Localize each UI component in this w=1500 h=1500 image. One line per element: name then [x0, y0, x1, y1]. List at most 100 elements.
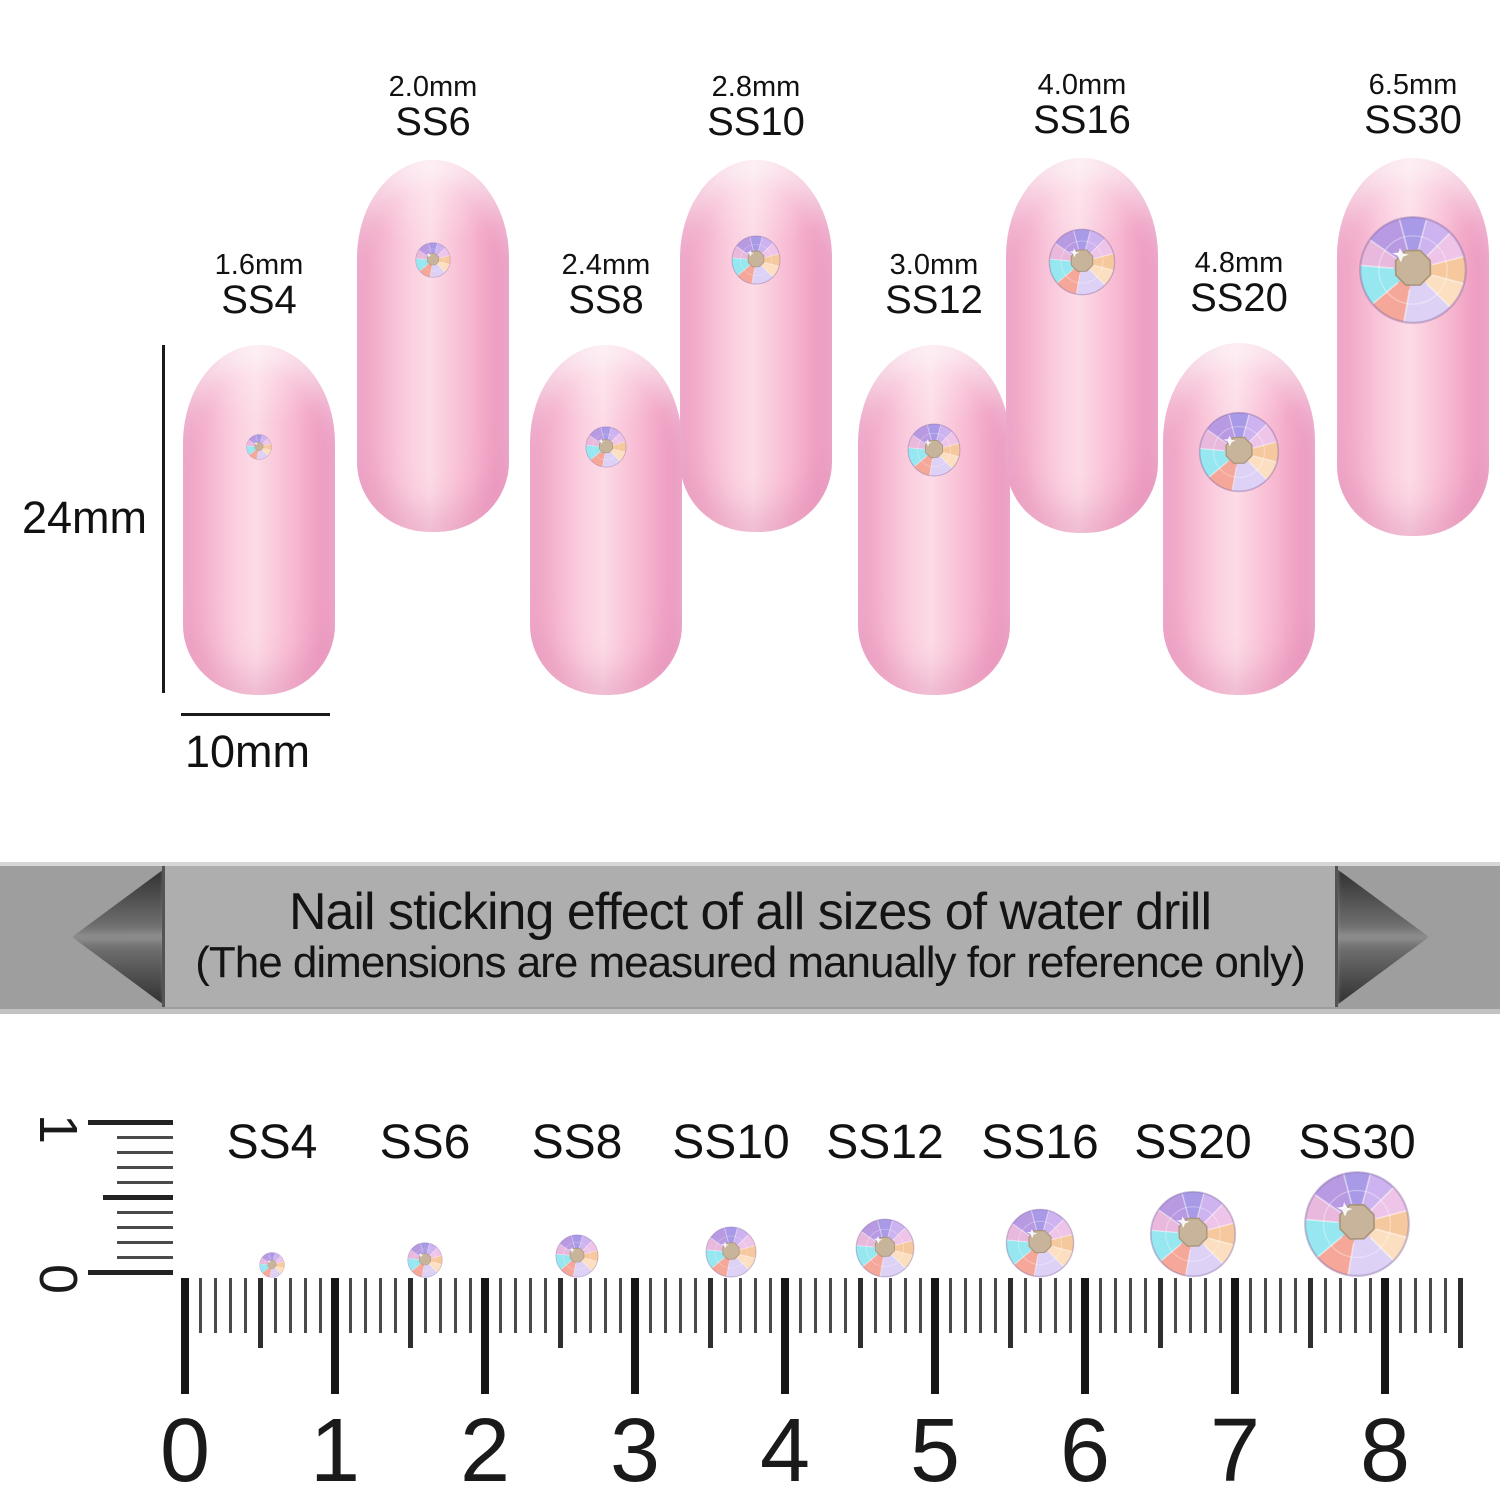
ruler-cm-number-6: 6: [1059, 1401, 1111, 1500]
horizontal-ruler-tick: [1081, 1278, 1089, 1394]
stone-size-mm-label-SS6: 2.0mm: [388, 71, 478, 103]
horizontal-ruler-tick: [618, 1278, 622, 1333]
horizontal-ruler-tick: [978, 1278, 982, 1333]
horizontal-ruler-tick: [1113, 1278, 1117, 1333]
horizontal-ruler-tick: [1368, 1278, 1372, 1333]
ruler-stone-label-SS10: SS10: [672, 1116, 790, 1169]
rhinestone-icon-SS20: [1198, 411, 1280, 493]
ruler-stone-label-SS8: SS8: [531, 1116, 623, 1169]
horizontal-ruler-tick: [213, 1278, 217, 1333]
horizontal-ruler-tick: [1128, 1278, 1132, 1333]
horizontal-ruler-tick: [318, 1278, 322, 1333]
horizontal-ruler-tick: [1413, 1278, 1417, 1333]
stone-size-ss-label-SS4: SS4: [221, 278, 297, 322]
horizontal-ruler-tick: [903, 1278, 907, 1333]
horizontal-ruler-tick: [768, 1278, 772, 1333]
horizontal-ruler-tick: [1038, 1278, 1042, 1333]
stone-size-mm-label-SS4: 1.6mm: [214, 249, 304, 281]
nail-sample-SS12: [858, 345, 1010, 695]
horizontal-ruler-tick: [873, 1278, 877, 1333]
vertical-ruler-tick: [117, 1135, 173, 1139]
horizontal-ruler-tick: [931, 1278, 939, 1394]
horizontal-ruler-tick: [1338, 1278, 1342, 1333]
horizontal-ruler-tick: [1023, 1278, 1027, 1333]
horizontal-ruler-tick: [1398, 1278, 1402, 1333]
stone-size-ss-label-SS12: SS12: [885, 278, 983, 322]
horizontal-ruler-tick: [1231, 1278, 1239, 1394]
horizontal-ruler-tick: [498, 1278, 502, 1333]
nail-size-chart-section: 1.6mm SS4 2.0mm SS6 2.4mm SS8 2.8mm SS10 3.0mm SS…: [183, 69, 1489, 695]
horizontal-ruler-tick: [813, 1278, 817, 1333]
nail-sample-SS6: [357, 160, 509, 532]
vertical-ruler-tick: [117, 1165, 173, 1169]
horizontal-ruler-tick: [1068, 1278, 1072, 1333]
banner-panel: Nail sticking effect of all sizes of wat…: [162, 866, 1338, 1007]
horizontal-ruler-tick: [393, 1278, 397, 1333]
ruler-stone-label-SS20: SS20: [1134, 1116, 1252, 1169]
ruler-rhinestone-icon-SS8: [555, 1234, 599, 1278]
horizontal-ruler-tick: [963, 1278, 967, 1333]
horizontal-ruler-tick: [513, 1278, 517, 1333]
ruler-section: 1 0 SS4 SS6 SS8 SS10 SS12 SS16 SS20 SS30 0 1 2 3 4 5 6 7 8: [0, 1080, 1500, 1500]
nail-sample-SS4: [183, 345, 335, 695]
ruler-rhinestone-icon-SS30: [1303, 1170, 1411, 1278]
horizontal-ruler-tick: [257, 1278, 263, 1348]
ruler-stone-label-SS6: SS6: [379, 1116, 471, 1169]
nail-sample-SS16: [1006, 158, 1158, 533]
horizontal-ruler-tick: [331, 1278, 339, 1394]
ruler-cm-number-0: 0: [159, 1401, 211, 1500]
vertical-ruler-tick: [88, 1119, 173, 1125]
horizontal-ruler-tick: [1428, 1278, 1432, 1333]
horizontal-ruler-tick: [181, 1278, 189, 1394]
ruler-stone-label-SS16: SS16: [981, 1116, 1099, 1169]
horizontal-ruler-tick: [378, 1278, 382, 1333]
stone-size-mm-label-SS12: 3.0mm: [889, 249, 979, 281]
horizontal-ruler-tick: [528, 1278, 532, 1333]
vertical-ruler-tick: [117, 1180, 173, 1184]
ruler-cm-number-7: 7: [1209, 1401, 1261, 1500]
banner-subtitle: (The dimensions are measured manually fo…: [195, 938, 1306, 987]
horizontal-ruler-tick: [1381, 1278, 1389, 1394]
horizontal-ruler-tick: [288, 1278, 292, 1333]
vertical-ruler-number-bottom: 0: [28, 1263, 88, 1295]
ruler-cm-number-5: 5: [909, 1401, 961, 1500]
rhinestone-icon-SS6: [415, 242, 451, 278]
horizontal-ruler-tick: [573, 1278, 577, 1333]
horizontal-ruler-tick: [828, 1278, 832, 1333]
rhinestone-icon-SS10: [731, 235, 781, 285]
rhinestone-icon-SS12: [907, 423, 961, 477]
horizontal-ruler-tick: [273, 1278, 277, 1333]
width-dimension-label: 10mm: [185, 726, 311, 777]
horizontal-ruler-tick: [993, 1278, 997, 1333]
vertical-ruler-tick: [117, 1225, 173, 1229]
horizontal-ruler-tick: [557, 1278, 563, 1348]
vertical-ruler-tick: [117, 1210, 173, 1214]
height-dimension-label: 24mm: [22, 492, 148, 543]
horizontal-ruler-tick: [1007, 1278, 1013, 1348]
horizontal-ruler-tick: [303, 1278, 307, 1333]
vertical-ruler-number-top: 1: [28, 1113, 88, 1145]
ruler-rhinestone-icon-SS6: [407, 1242, 443, 1278]
stone-size-ss-label-SS20: SS20: [1190, 276, 1288, 320]
rhinestone-icon-SS8: [585, 426, 627, 468]
horizontal-ruler-tick: [631, 1278, 639, 1394]
horizontal-ruler-tick: [663, 1278, 667, 1333]
stone-size-mm-label-SS20: 4.8mm: [1194, 247, 1284, 279]
horizontal-ruler-tick: [243, 1278, 247, 1333]
horizontal-ruler-tick: [1353, 1278, 1357, 1333]
ruler-cm-number-2: 2: [459, 1401, 511, 1500]
banner-title: Nail sticking effect of all sizes of wat…: [288, 883, 1212, 941]
ruler-rhinestone-icon-SS12: [855, 1218, 915, 1278]
horizontal-ruler-tick: [1248, 1278, 1252, 1333]
nail-sample-SS8: [530, 345, 682, 695]
horizontal-ruler-tick: [1173, 1278, 1177, 1333]
horizontal-ruler-tick: [1278, 1278, 1282, 1333]
rhinestone-icon-SS4: [246, 434, 272, 460]
ruler-cm-number-3: 3: [609, 1401, 661, 1500]
horizontal-ruler-tick: [1203, 1278, 1207, 1333]
stone-size-mm-label-SS30: 6.5mm: [1368, 69, 1458, 101]
horizontal-ruler-tick: [781, 1278, 789, 1394]
rhinestone-icon-SS30: [1358, 215, 1468, 325]
horizontal-ruler-tick: [1143, 1278, 1147, 1333]
